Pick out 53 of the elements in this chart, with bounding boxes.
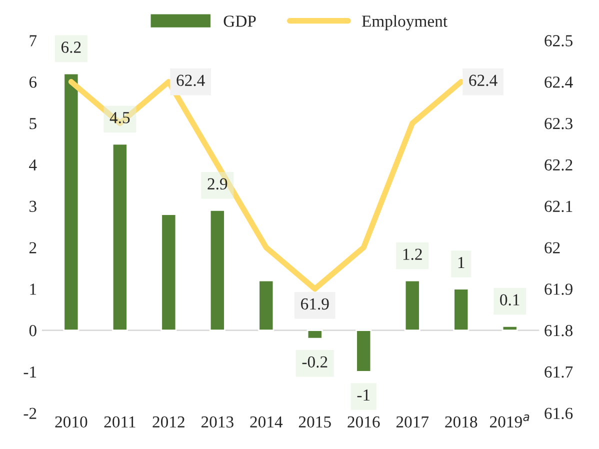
bar xyxy=(453,288,470,331)
y2-tick-label: 62.1 xyxy=(544,200,572,212)
bar xyxy=(502,325,518,331)
y-tick-label: 0 xyxy=(29,324,36,336)
legend-label: Employment xyxy=(362,15,448,30)
legend-label: GDP xyxy=(224,16,256,27)
y-tick-label: 3 xyxy=(30,200,36,212)
x-tick-label: 2018 xyxy=(445,416,478,428)
bar xyxy=(306,330,323,340)
data-label: 1 xyxy=(458,257,464,268)
data-label: 1.2 xyxy=(403,248,422,260)
data-label: 61.9 xyxy=(301,298,329,310)
y-tick-label: -2 xyxy=(24,408,36,419)
y2-tick-label: 62.2 xyxy=(544,159,572,171)
y-tick-label: 4 xyxy=(29,159,37,170)
y2-tick-label: 62 xyxy=(544,242,560,254)
data-label: 2.9 xyxy=(208,178,228,190)
bar xyxy=(404,280,420,331)
bar xyxy=(160,214,177,331)
x-tick-label: 2016 xyxy=(348,416,380,428)
data-label: 0.1 xyxy=(500,294,520,306)
bar xyxy=(112,143,128,331)
y2-tick-label: 62.4 xyxy=(544,76,573,88)
y2-tick-label: 61.6 xyxy=(544,408,573,420)
y2-tick-label: 61.7 xyxy=(544,366,573,378)
x-tick-label: 2019$^{a}$ xyxy=(490,414,530,428)
data-label: -1 xyxy=(357,390,370,401)
data-label: -0.2 xyxy=(302,356,328,368)
data-label: 62.4 xyxy=(176,74,205,86)
y2-tick-label: 61.8 xyxy=(544,324,572,336)
y-tick-label: 6 xyxy=(29,76,37,88)
bar xyxy=(209,209,226,331)
x-tick-label: 2010 xyxy=(55,416,88,428)
x-tick-label: 2013 xyxy=(201,416,234,428)
bar xyxy=(356,330,372,372)
x-tick-label: 2014 xyxy=(250,416,283,428)
bar xyxy=(258,280,274,331)
x-tick-label: 2012 xyxy=(152,416,184,428)
data-label: 6.2 xyxy=(61,42,81,53)
y-tick-label: 7 xyxy=(30,35,37,46)
y-tick-label: -1 xyxy=(24,366,36,378)
y2-tick-label: 62.3 xyxy=(544,118,572,130)
bar xyxy=(63,72,80,331)
data-label: 62.4 xyxy=(469,74,498,86)
data-label: 4.5 xyxy=(110,112,130,124)
y-tick-label: 2 xyxy=(29,242,36,254)
y2-tick-label: 61.9 xyxy=(544,284,572,295)
x-tick-label: 2015 xyxy=(298,416,331,428)
y-tick-label: 5 xyxy=(30,118,36,130)
x-tick-label: 2011 xyxy=(104,416,136,428)
x-tick-label: 2017 xyxy=(396,416,429,428)
y-tick-label: 1 xyxy=(30,284,36,295)
y2-tick-label: 62.5 xyxy=(544,35,572,46)
